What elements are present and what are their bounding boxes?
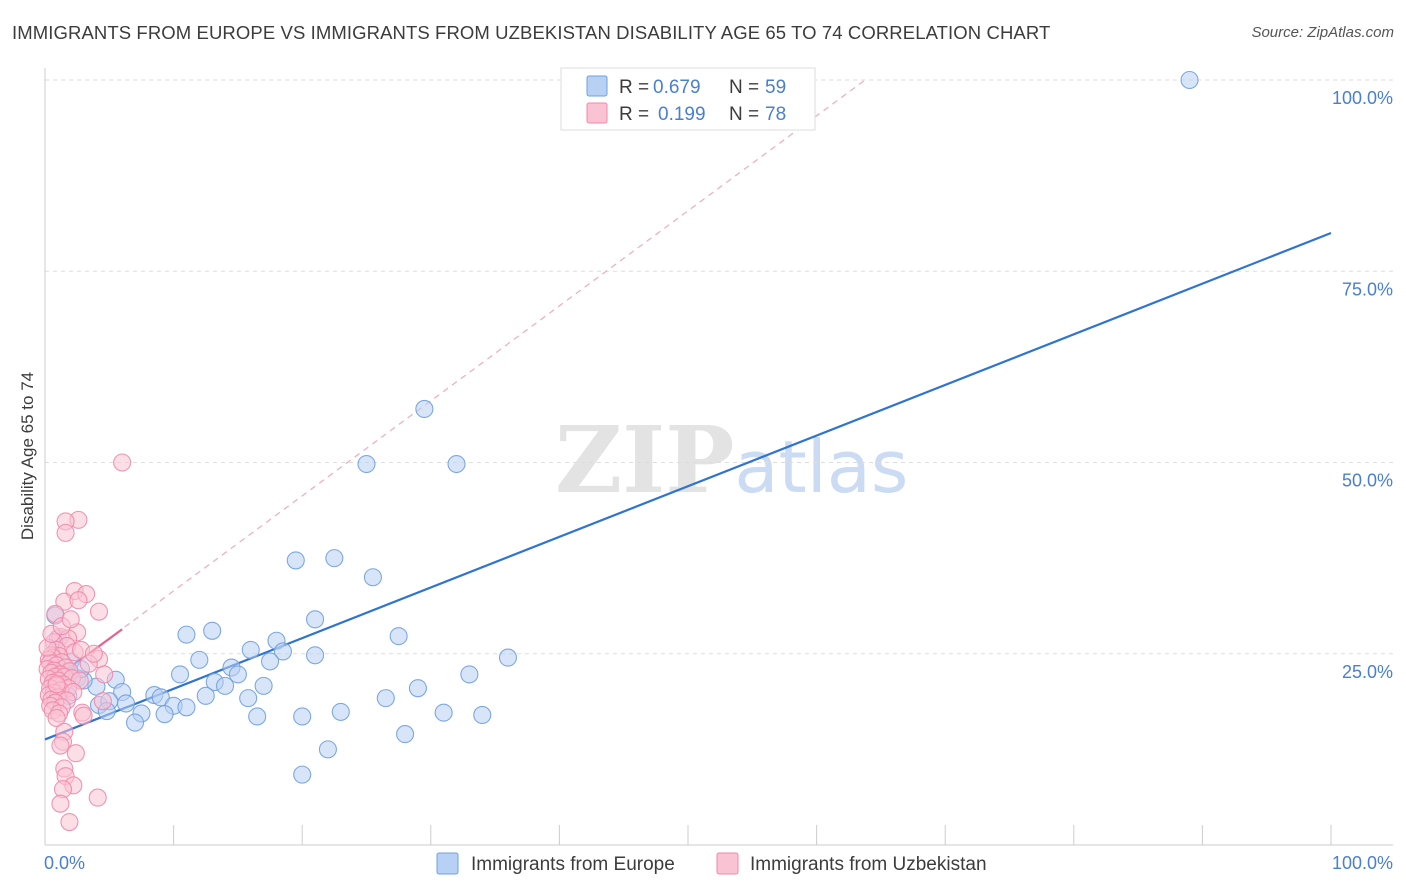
europe-point — [460, 665, 479, 684]
europe-point — [498, 648, 518, 667]
europe-point — [151, 688, 170, 707]
europe-trend-line — [44, 231, 1332, 741]
y-tick-label: 75.0% — [1342, 279, 1393, 299]
uzbekistan-point — [89, 602, 109, 621]
europe-point — [177, 625, 196, 644]
x-tick-label: 100.0% — [1332, 853, 1393, 873]
europe-point — [241, 640, 260, 659]
legend-r-label: R = — [619, 104, 649, 125]
watermark: ZIPatlas — [555, 406, 908, 514]
uzbekistan-point — [56, 523, 75, 542]
legend-r-value: 0.199 — [658, 104, 706, 125]
europe-point — [408, 679, 427, 698]
legend-swatch — [586, 102, 608, 124]
axes — [44, 68, 1393, 846]
y-tick-label: 25.0% — [1342, 662, 1393, 682]
europe-point — [125, 713, 145, 732]
legend-n-value: 78 — [765, 104, 786, 125]
uzbekistan-point — [61, 610, 80, 629]
europe-point — [239, 689, 258, 708]
data-points — [38, 70, 1199, 832]
uzbekistan-point — [60, 812, 79, 832]
uzbekistan-point — [84, 644, 103, 663]
legend-n-label: N = — [729, 104, 759, 125]
europe-point — [306, 610, 325, 629]
europe-point — [190, 650, 209, 669]
y-tick-label: 50.0% — [1342, 471, 1393, 491]
europe-point — [116, 694, 136, 713]
europe-point — [254, 676, 273, 695]
uzbekistan-point — [47, 708, 66, 728]
legend-series-label: Immigrants from Europe — [471, 854, 675, 875]
uzbekistan-point — [51, 736, 70, 755]
uzbekistan-point — [69, 591, 88, 610]
gridlines — [45, 79, 1393, 655]
europe-point — [177, 698, 196, 717]
tick-labels: 25.0% 50.0% 75.0% 100.0% 0.0% 100.0% — [44, 88, 1393, 873]
europe-point — [203, 621, 222, 640]
europe-point — [215, 676, 235, 695]
chart-source: Source: ZipAtlas.com — [1251, 24, 1394, 41]
series-legend: Immigrants from Europe Immigrants from Uz… — [436, 852, 987, 875]
europe-point — [318, 740, 337, 759]
chart-title: IMMIGRANTS FROM EUROPE VS IMMIGRANTS FRO… — [12, 22, 1051, 43]
uzbekistan-point — [74, 706, 93, 725]
europe-point — [170, 665, 190, 684]
europe-point — [447, 454, 466, 474]
europe-point — [415, 399, 434, 419]
europe-point — [357, 454, 376, 474]
europe-point — [325, 549, 344, 568]
europe-point — [260, 652, 280, 671]
correlation-legend: R = 0.679 N = 59 R = 0.199 N = 78 — [560, 67, 816, 131]
europe-point — [293, 765, 312, 784]
y-tick-label: 100.0% — [1332, 88, 1393, 108]
europe-point — [286, 551, 305, 570]
legend-series-label: Immigrants from Uzbekistan — [750, 854, 987, 875]
legend-swatch — [716, 852, 739, 875]
legend-n-value: 59 — [765, 77, 786, 98]
uzbekistan-point — [88, 788, 107, 807]
uzbekistan-point — [113, 453, 132, 472]
legend-swatch — [436, 852, 459, 875]
uzbekistan-point — [51, 794, 70, 813]
legend-r-label: R = — [619, 77, 649, 98]
europe-point — [273, 642, 292, 661]
europe-point — [363, 568, 382, 587]
x-tick-label: 0.0% — [44, 853, 85, 873]
watermark-text: ZIPatlas — [555, 406, 908, 514]
legend-n-label: N = — [729, 77, 759, 98]
europe-point — [396, 725, 415, 744]
uzbekistan-point — [66, 744, 85, 763]
uzbekistan-point — [47, 675, 66, 694]
uzbekistan-point — [95, 665, 114, 684]
europe-point — [331, 702, 350, 721]
legend-r-value: 0.679 — [653, 77, 701, 98]
europe-point — [293, 707, 312, 726]
uzbekistan-trend-extended — [44, 79, 866, 687]
europe-point — [228, 665, 247, 684]
europe-point — [473, 705, 492, 725]
europe-point — [376, 689, 395, 708]
europe-point — [196, 686, 215, 705]
y-axis-label: Disability Age 65 to 74 — [18, 372, 37, 540]
europe-point — [1180, 70, 1199, 90]
europe-point — [306, 646, 325, 665]
legend-swatch — [586, 75, 608, 97]
europe-point — [155, 705, 174, 724]
europe-point — [248, 707, 267, 726]
europe-point — [434, 703, 453, 722]
europe-point — [389, 627, 408, 646]
uzbekistan-point — [93, 692, 112, 711]
